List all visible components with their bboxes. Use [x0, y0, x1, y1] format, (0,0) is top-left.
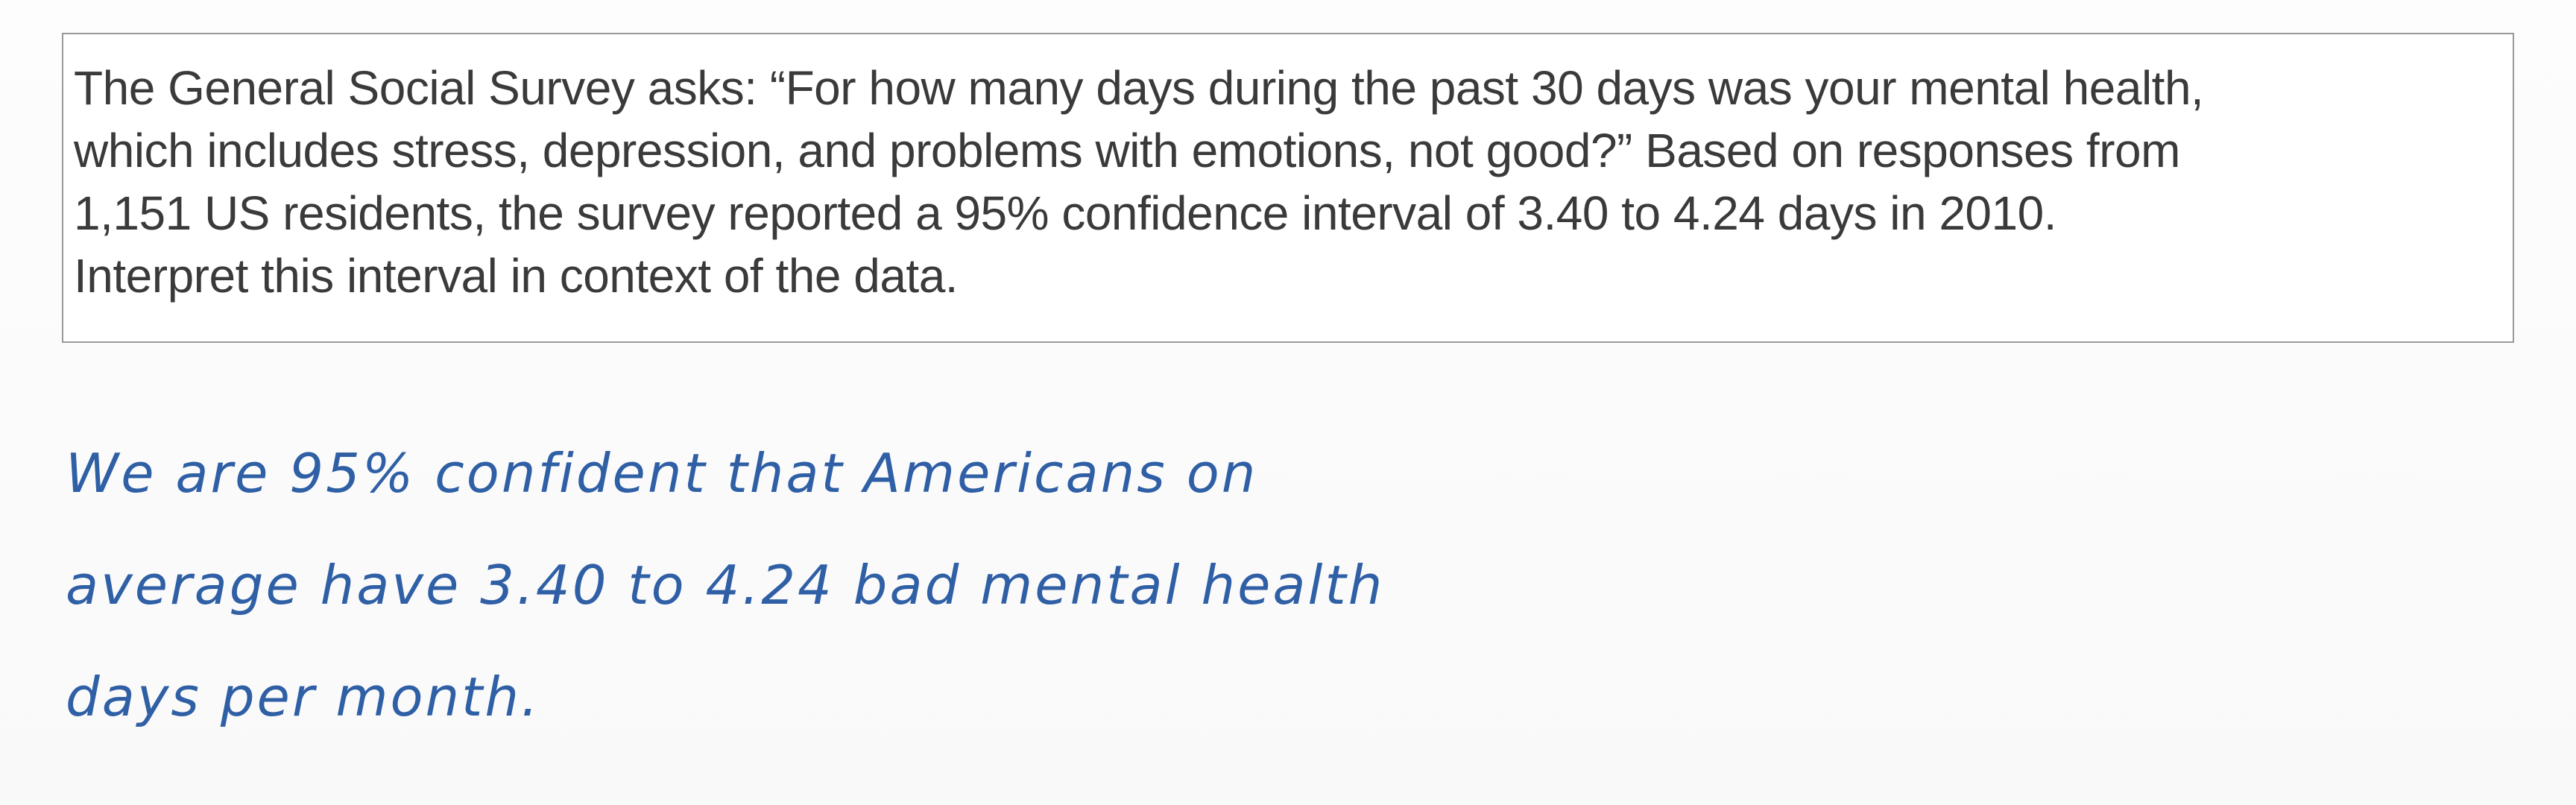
question-line-2: which includes stress, depression, and p… [74, 124, 2180, 177]
question-line-4: Interpret this interval in context of th… [74, 249, 959, 303]
question-line-1: The General Social Survey asks: “For how… [74, 61, 2204, 115]
question-box: The General Social Survey asks: “For how… [62, 33, 2514, 343]
handwritten-answer: We are 95% confident that Americans on a… [66, 417, 1854, 753]
answer-line-1: We are 95% confident that Americans on [66, 442, 1258, 505]
answer-line-2: average have 3.40 to 4.24 bad mental hea… [66, 554, 1385, 616]
question-line-3: 1,151 US residents, the survey reported … [74, 186, 2056, 240]
answer-line-3: days per month. [66, 666, 540, 728]
